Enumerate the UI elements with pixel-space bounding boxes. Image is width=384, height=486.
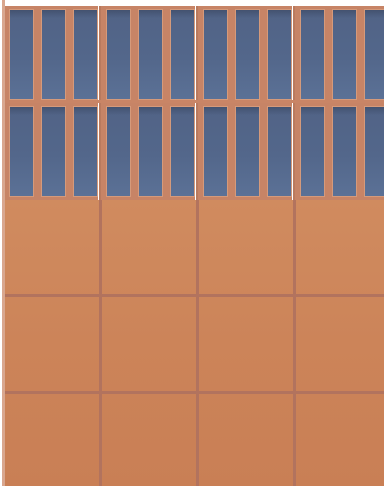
window-bay	[196, 6, 292, 103]
panel-joint-horizontal	[2, 294, 384, 297]
floor-divider	[2, 100, 384, 103]
panel-joint-horizontal	[2, 391, 384, 394]
window-pane	[41, 106, 66, 197]
window-bay	[99, 103, 195, 200]
window-pane	[9, 106, 34, 197]
window-pane	[73, 9, 98, 100]
window-row-upper	[2, 6, 384, 103]
panel-surface	[2, 200, 384, 486]
window-pane	[41, 9, 66, 100]
window-bay	[293, 6, 384, 103]
window-pane	[235, 106, 260, 197]
panel-joint-vertical	[196, 200, 199, 486]
window-pane	[170, 106, 195, 197]
window-pane	[138, 9, 163, 100]
window-pane	[332, 9, 357, 100]
window-pane	[300, 9, 325, 100]
window-pane	[203, 9, 228, 100]
window-pane	[203, 106, 228, 197]
window-pane	[267, 9, 292, 100]
window-pane	[332, 106, 357, 197]
window-bay	[99, 6, 195, 103]
window-pane	[9, 9, 34, 100]
terracotta-panel-wall	[2, 200, 384, 486]
window-pane	[300, 106, 325, 197]
window-bay	[2, 6, 98, 103]
window-pane	[138, 106, 163, 197]
window-row-lower	[2, 103, 384, 200]
facade-left-edge	[2, 0, 5, 486]
window-pane	[364, 9, 384, 100]
window-pane	[364, 106, 384, 197]
window-pane	[267, 106, 292, 197]
window-bay	[293, 103, 384, 200]
window-pane	[106, 106, 131, 197]
window-pane	[73, 106, 98, 197]
window-bay	[2, 103, 98, 200]
window-pane	[235, 9, 260, 100]
window-pane	[170, 9, 195, 100]
panel-joint-vertical	[99, 200, 102, 486]
window-pane	[106, 9, 131, 100]
panel-joint-vertical	[293, 200, 296, 486]
window-bay	[196, 103, 292, 200]
